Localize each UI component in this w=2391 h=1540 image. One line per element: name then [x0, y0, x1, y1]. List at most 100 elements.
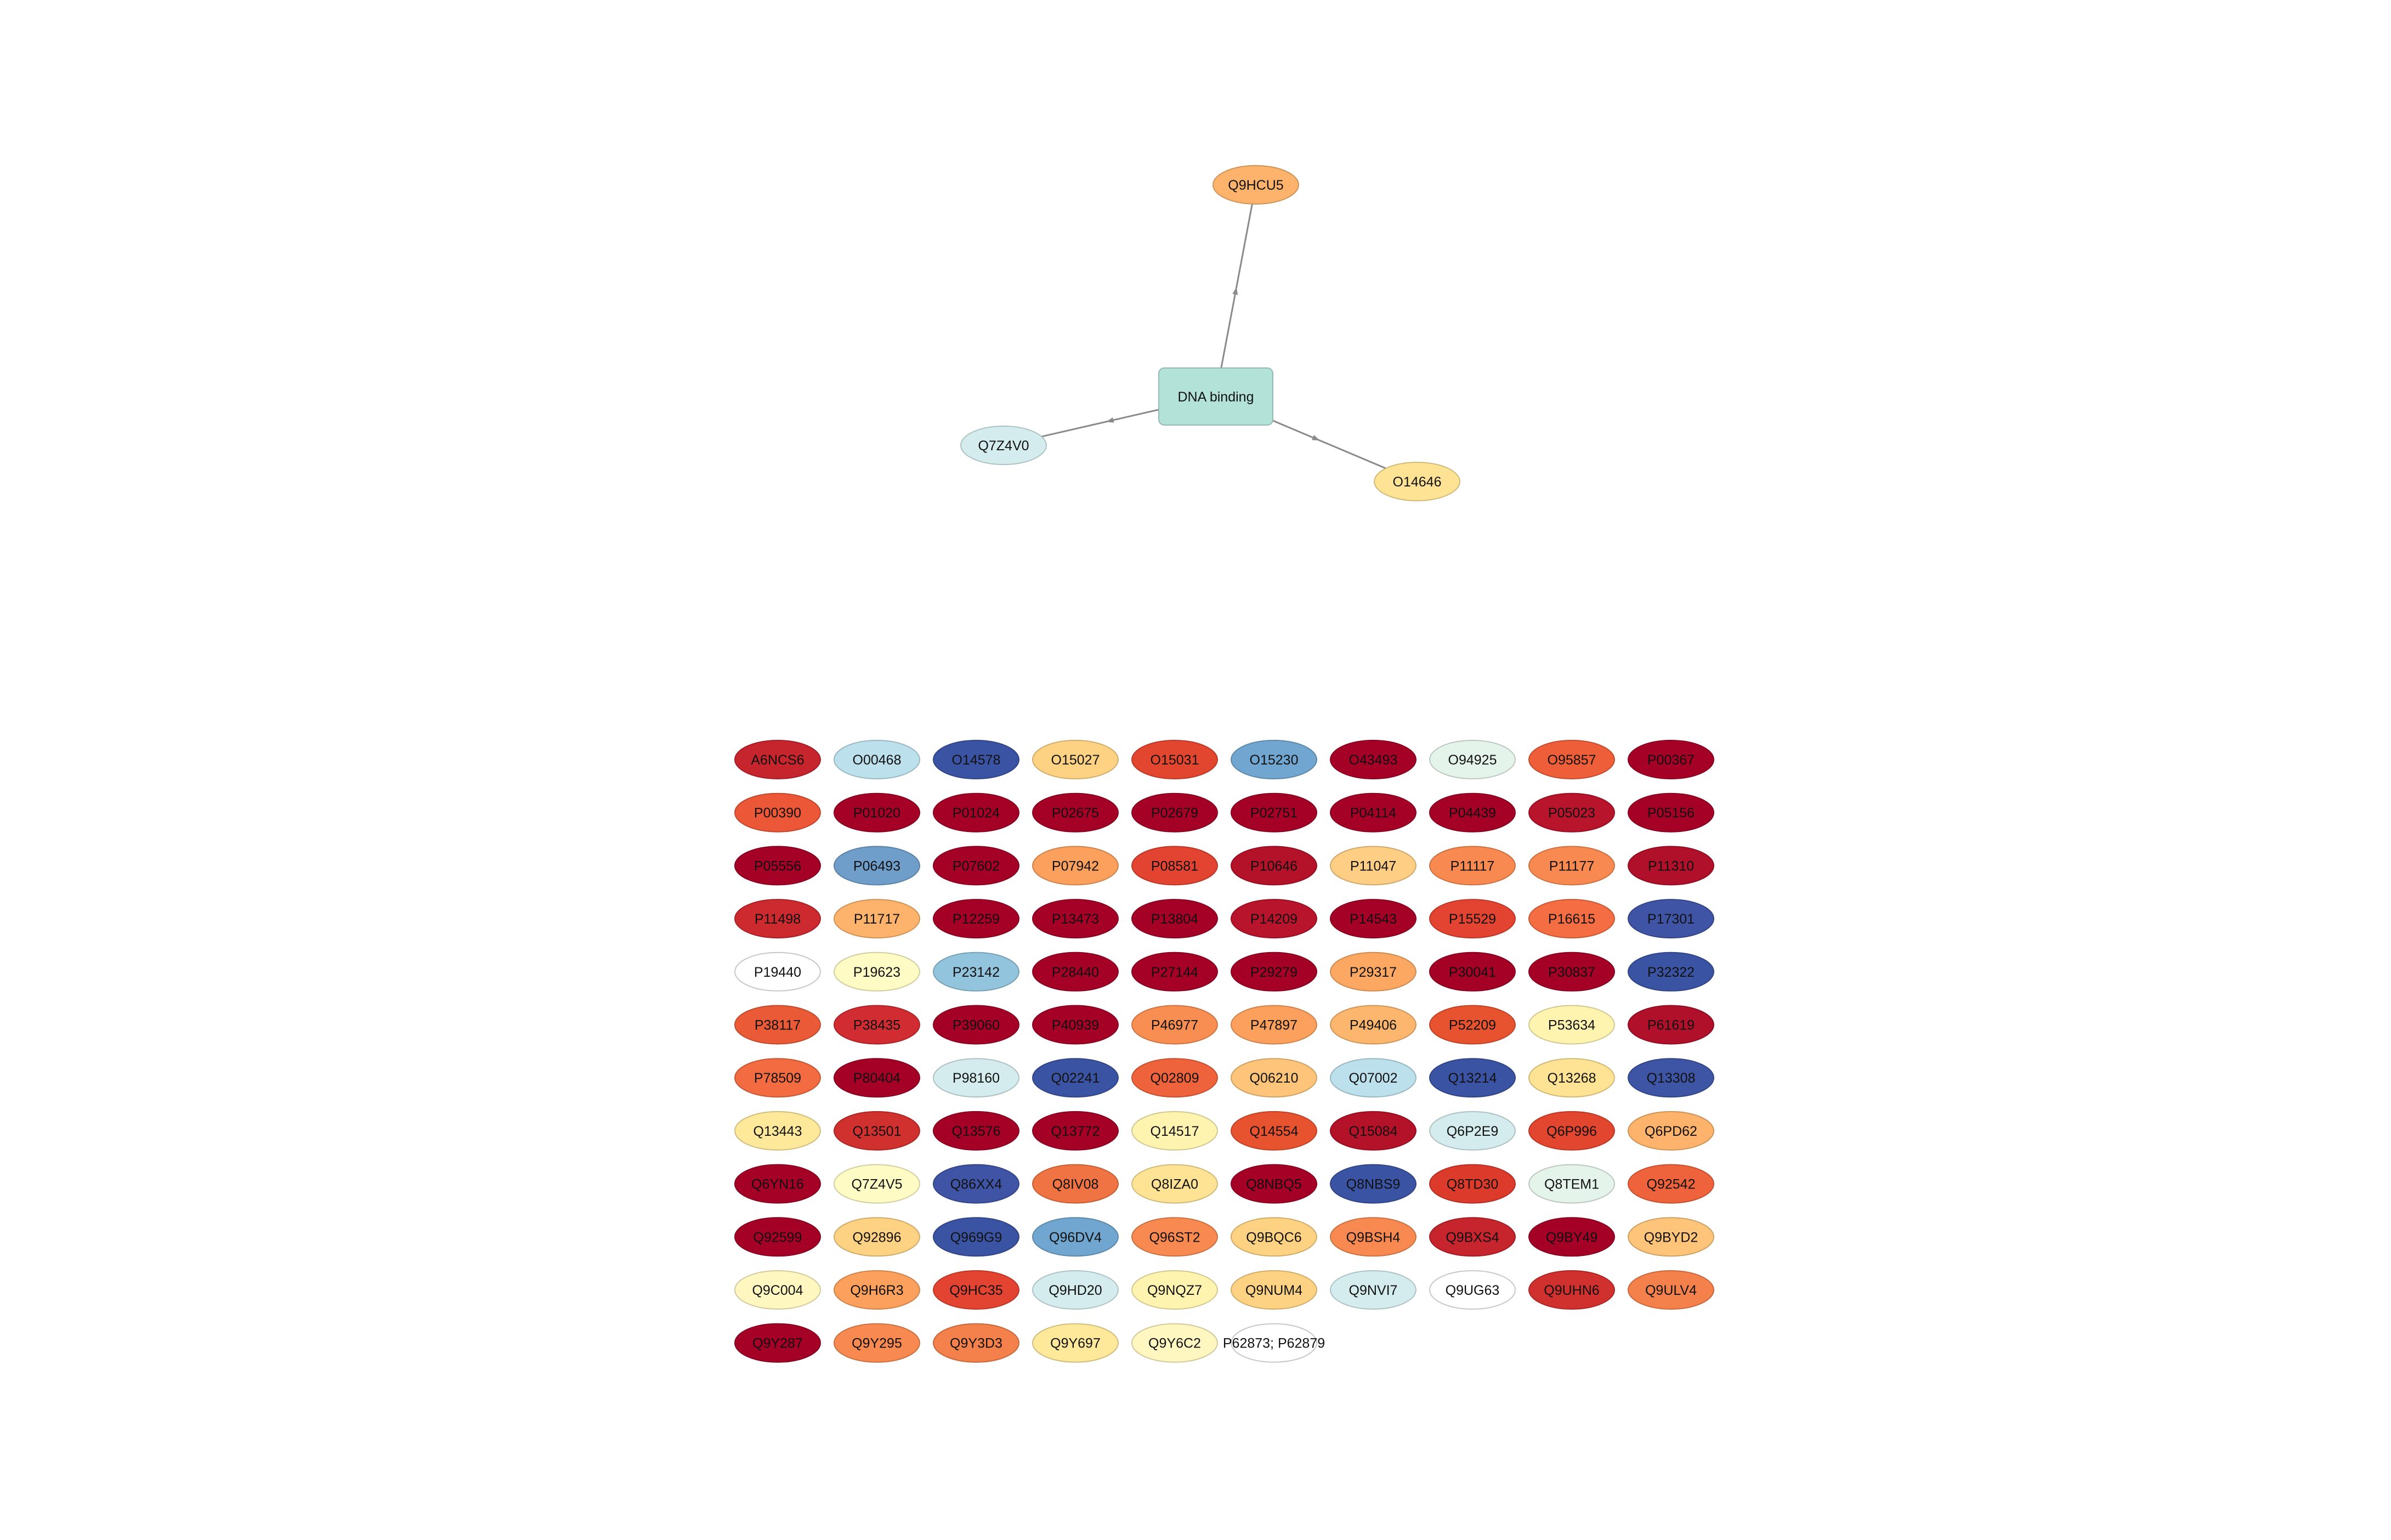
node-q8nbq5[interactable]: Q8NBQ5	[1231, 1164, 1317, 1204]
node-p05156[interactable]: P05156	[1628, 792, 1714, 833]
node-q9bqc6[interactable]: Q9BQC6	[1231, 1217, 1317, 1257]
node-q02241[interactable]: Q02241	[1032, 1058, 1119, 1098]
node-p13473[interactable]: P13473	[1032, 899, 1119, 939]
node-p98160[interactable]: P98160	[933, 1058, 1019, 1098]
node-p39060[interactable]: P39060	[933, 1005, 1019, 1045]
node-p16615[interactable]: P16615	[1528, 899, 1615, 939]
node-q92896[interactable]: Q92896	[834, 1217, 920, 1257]
node-q9bxs4[interactable]: Q9BXS4	[1429, 1217, 1516, 1257]
node-p02679[interactable]: P02679	[1131, 792, 1218, 833]
node-q9ulv4[interactable]: Q9ULV4	[1628, 1270, 1714, 1310]
node-p00390[interactable]: P00390	[734, 792, 821, 833]
node-p04114[interactable]: P04114	[1330, 792, 1417, 833]
node-q9by49[interactable]: Q9BY49	[1528, 1217, 1615, 1257]
node-p11717[interactable]: P11717	[834, 899, 920, 939]
node-p78509[interactable]: P78509	[734, 1058, 821, 1098]
node-p11177[interactable]: P11177	[1528, 846, 1615, 886]
node-q13501[interactable]: Q13501	[834, 1111, 920, 1151]
node-q9num4[interactable]: Q9NUM4	[1231, 1270, 1317, 1310]
node-q13214[interactable]: Q13214	[1429, 1058, 1516, 1098]
node-p62873-p62879[interactable]: P62873; P62879	[1223, 1323, 1325, 1363]
node-p52209[interactable]: P52209	[1429, 1005, 1516, 1045]
node-q8iv08[interactable]: Q8IV08	[1032, 1164, 1119, 1204]
node-p30041[interactable]: P30041	[1429, 952, 1516, 992]
node-p29317[interactable]: P29317	[1330, 952, 1417, 992]
node-p47897[interactable]: P47897	[1231, 1005, 1317, 1045]
node-p06493[interactable]: P06493	[834, 846, 920, 886]
node-q7z4v5[interactable]: Q7Z4V5	[834, 1164, 920, 1204]
node-p19623[interactable]: P19623	[834, 952, 920, 992]
node-q13308[interactable]: Q13308	[1628, 1058, 1714, 1098]
node-o00468[interactable]: O00468	[834, 740, 920, 779]
node-p17301[interactable]: P17301	[1628, 899, 1714, 939]
node-q9ug63[interactable]: Q9UG63	[1429, 1270, 1516, 1310]
node-q15084[interactable]: Q15084	[1330, 1111, 1417, 1151]
node-dna-binding[interactable]: DNA binding	[1158, 367, 1273, 426]
node-p07602[interactable]: P07602	[933, 846, 1019, 886]
node-p38435[interactable]: P38435	[834, 1005, 920, 1045]
node-q6p996[interactable]: Q6P996	[1528, 1111, 1615, 1151]
node-p80404[interactable]: P80404	[834, 1058, 920, 1098]
node-q9y295[interactable]: Q9Y295	[834, 1323, 920, 1363]
node-q96dv4[interactable]: Q96DV4	[1032, 1217, 1119, 1257]
node-p05556[interactable]: P05556	[734, 846, 821, 886]
node-p11498[interactable]: P11498	[734, 899, 821, 939]
node-p13804[interactable]: P13804	[1131, 899, 1218, 939]
node-o43493[interactable]: O43493	[1330, 740, 1417, 779]
node-p32322[interactable]: P32322	[1628, 952, 1714, 992]
node-q7z4v0[interactable]: Q7Z4V0	[960, 426, 1047, 465]
node-q86xx4[interactable]: Q86XX4	[933, 1164, 1019, 1204]
node-p10646[interactable]: P10646	[1231, 846, 1317, 886]
node-q6pd62[interactable]: Q6PD62	[1628, 1111, 1714, 1151]
node-p49406[interactable]: P49406	[1330, 1005, 1417, 1045]
node-q9byd2[interactable]: Q9BYD2	[1628, 1217, 1714, 1257]
node-q9y287[interactable]: Q9Y287	[734, 1323, 821, 1363]
node-q13576[interactable]: Q13576	[933, 1111, 1019, 1151]
node-q9y3d3[interactable]: Q9Y3D3	[933, 1323, 1019, 1363]
node-q06210[interactable]: Q06210	[1231, 1058, 1317, 1098]
node-q9y6c2[interactable]: Q9Y6C2	[1131, 1323, 1218, 1363]
node-q9uhn6[interactable]: Q9UHN6	[1528, 1270, 1615, 1310]
node-q13772[interactable]: Q13772	[1032, 1111, 1119, 1151]
node-p28440[interactable]: P28440	[1032, 952, 1119, 992]
node-q92542[interactable]: Q92542	[1628, 1164, 1714, 1204]
node-p15529[interactable]: P15529	[1429, 899, 1516, 939]
node-q07002[interactable]: Q07002	[1330, 1058, 1417, 1098]
node-q14554[interactable]: Q14554	[1231, 1111, 1317, 1151]
node-q9nvi7[interactable]: Q9NVI7	[1330, 1270, 1417, 1310]
node-q13268[interactable]: Q13268	[1528, 1058, 1615, 1098]
node-p07942[interactable]: P07942	[1032, 846, 1119, 886]
node-p23142[interactable]: P23142	[933, 952, 1019, 992]
node-q9hcu5[interactable]: Q9HCU5	[1213, 165, 1299, 205]
node-p38117[interactable]: P38117	[734, 1005, 821, 1045]
node-p61619[interactable]: P61619	[1628, 1005, 1714, 1045]
node-o14646[interactable]: O14646	[1374, 462, 1460, 501]
node-q8iza0[interactable]: Q8IZA0	[1131, 1164, 1218, 1204]
node-o14578[interactable]: O14578	[933, 740, 1019, 779]
node-p11047[interactable]: P11047	[1330, 846, 1417, 886]
node-q02809[interactable]: Q02809	[1131, 1058, 1218, 1098]
node-o15031[interactable]: O15031	[1131, 740, 1218, 779]
node-q6yn16[interactable]: Q6YN16	[734, 1164, 821, 1204]
node-p40939[interactable]: P40939	[1032, 1005, 1119, 1045]
node-q969g9[interactable]: Q969G9	[933, 1217, 1019, 1257]
node-o15230[interactable]: O15230	[1231, 740, 1317, 779]
node-p46977[interactable]: P46977	[1131, 1005, 1218, 1045]
node-p29279[interactable]: P29279	[1231, 952, 1317, 992]
node-p02751[interactable]: P02751	[1231, 792, 1317, 833]
node-a6ncs6[interactable]: A6NCS6	[734, 740, 821, 779]
node-p00367[interactable]: P00367	[1628, 740, 1714, 779]
node-p12259[interactable]: P12259	[933, 899, 1019, 939]
node-q8nbs9[interactable]: Q8NBS9	[1330, 1164, 1417, 1204]
node-q14517[interactable]: Q14517	[1131, 1111, 1218, 1151]
node-q9y697[interactable]: Q9Y697	[1032, 1323, 1119, 1363]
node-q92599[interactable]: Q92599	[734, 1217, 821, 1257]
node-o94925[interactable]: O94925	[1429, 740, 1516, 779]
node-q9bsh4[interactable]: Q9BSH4	[1330, 1217, 1417, 1257]
node-p01024[interactable]: P01024	[933, 792, 1019, 833]
node-o15027[interactable]: O15027	[1032, 740, 1119, 779]
node-p14209[interactable]: P14209	[1231, 899, 1317, 939]
node-q8tem1[interactable]: Q8TEM1	[1528, 1164, 1615, 1204]
node-q9h6r3[interactable]: Q9H6R3	[834, 1270, 920, 1310]
node-o95857[interactable]: O95857	[1528, 740, 1615, 779]
